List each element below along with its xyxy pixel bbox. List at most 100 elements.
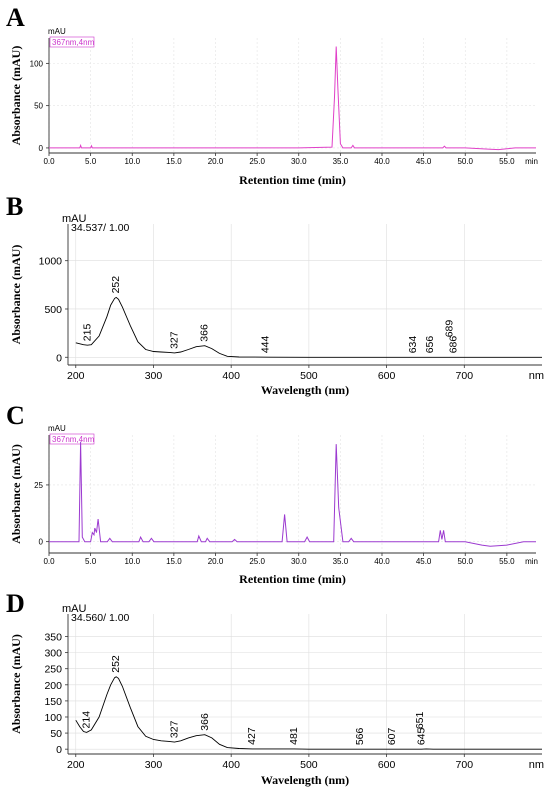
panel-c-x-tick-label: 5.0 xyxy=(85,557,97,566)
panel-d-y-tick-label: 150 xyxy=(44,696,62,708)
panel-b-y-unit: mAU xyxy=(62,213,87,225)
panel-d-y-tick-label: 250 xyxy=(44,664,62,676)
panel-b-peak-label: 252 xyxy=(110,276,122,294)
panel-c-badge-box xyxy=(49,433,95,445)
panel-a-x-tick-label: 30.0 xyxy=(291,157,307,166)
panel-d-x-unit: nm xyxy=(529,759,544,771)
panel-b-peak-label: 366 xyxy=(199,324,211,342)
panel-b-series-line xyxy=(75,296,542,358)
panel-b-x-tick-label: 600 xyxy=(378,370,396,382)
panel-b-x-tick-label: 500 xyxy=(300,370,318,382)
panel-c-x-tick-label: 50.0 xyxy=(457,557,473,566)
panel-d-y-tick-label: 100 xyxy=(44,712,62,724)
panel-d-peak-label: 651 xyxy=(414,711,426,729)
panel-a-x-unit: min xyxy=(525,157,538,166)
panel-a-x-tick-label: 15.0 xyxy=(166,157,182,166)
panel-c-y-unit: mAU xyxy=(48,424,66,433)
panel-a-y-axis-title: Absorbance (mAU) xyxy=(9,46,23,146)
panel-d-series-line xyxy=(75,676,542,750)
panel-b-peak-label: 686 xyxy=(447,336,459,354)
panel-c-x-tick-label: 45.0 xyxy=(416,557,432,566)
panel-d-y-tick-label: 50 xyxy=(50,728,62,740)
panel-d-letter: D xyxy=(6,589,25,618)
panel-c-x-tick-label: 35.0 xyxy=(333,557,349,566)
panel-b-peak-label: 215 xyxy=(81,324,93,342)
panel-b-x-axis-title: Wavelength (nm) xyxy=(261,383,349,397)
panel-a-x-tick-label: 5.0 xyxy=(85,157,97,166)
panel-d-peak-label: 252 xyxy=(110,655,122,673)
panel-b-peak-label: 656 xyxy=(424,336,436,354)
panel-d-y-tick-label: 0 xyxy=(56,744,62,756)
panel-a-x-axis-title: Retention time (min) xyxy=(239,173,346,187)
panel-c-badge: 367nm,4nm xyxy=(52,435,95,444)
panel-b-header: 34.537/ 1.00 xyxy=(71,222,130,234)
panel-b-peak-label: 327 xyxy=(168,331,180,349)
panel-c-y-tick-label: 25 xyxy=(34,481,43,490)
panel-c-x-tick-label: 15.0 xyxy=(166,557,182,566)
panel-d-y-tick-label: 350 xyxy=(44,632,62,644)
panel-a-series-line xyxy=(49,46,536,151)
panel-b-x-unit: nm xyxy=(529,370,544,382)
panel-b-y-tick-label: 500 xyxy=(44,304,62,316)
panel-b-x-tick-label: 200 xyxy=(67,370,85,382)
panel-a-x-tick-label: 0.0 xyxy=(43,157,55,166)
panel-d-x-tick-label: 600 xyxy=(378,759,396,771)
panel-d-peak-label: 327 xyxy=(168,720,180,738)
panel-a-x-tick-label: 35.0 xyxy=(333,157,349,166)
panel-c-letter: C xyxy=(6,401,25,430)
panel-c-x-tick-label: 25.0 xyxy=(249,557,265,566)
panel-d-y-tick-label: 200 xyxy=(44,680,62,692)
panel-b-peak-label: 444 xyxy=(259,335,271,353)
panel-b-peak-label: 634 xyxy=(407,336,419,354)
panel-d-x-tick-label: 300 xyxy=(145,759,163,771)
panel-b-peak-label: 689 xyxy=(444,320,456,338)
panel-d-peak-label: 645 xyxy=(416,727,428,745)
panel-d-peak-label: 214 xyxy=(81,711,93,729)
panel-c-x-axis-title: Retention time (min) xyxy=(239,572,346,586)
panel-b-x-tick-label: 400 xyxy=(222,370,240,382)
panel-a-x-tick-label: 50.0 xyxy=(457,157,473,166)
panel-b-x-tick-label: 300 xyxy=(145,370,163,382)
panel-d-peak-label: 366 xyxy=(199,713,211,731)
panel-c-x-tick-label: 40.0 xyxy=(374,557,390,566)
panel-a-y-tick-label: 50 xyxy=(34,102,43,111)
panel-d-y-unit: mAU xyxy=(62,603,87,615)
panel-a-badge-box xyxy=(49,36,95,48)
panel-d-x-axis-title: Wavelength (nm) xyxy=(261,773,349,787)
panel-a-x-tick-label: 45.0 xyxy=(416,157,432,166)
panel-c-x-tick-label: 20.0 xyxy=(208,557,224,566)
panel-c-x-tick-label: 0.0 xyxy=(43,557,55,566)
panel-a-x-tick-label: 25.0 xyxy=(249,157,265,166)
panel-d-x-tick-label: 700 xyxy=(456,759,474,771)
panel-d-peak-label: 427 xyxy=(246,727,258,745)
panel-a-letter: A xyxy=(6,3,25,32)
panel-c-x-unit: min xyxy=(525,557,538,566)
panel-a-y-tick-label: 100 xyxy=(30,59,44,68)
panel-c-y-tick-label: 0 xyxy=(39,538,44,547)
panel-a-x-tick-label: 55.0 xyxy=(499,157,515,166)
panel-c-y-axis-title: Absorbance (mAU) xyxy=(9,444,23,544)
panel-d-header: 34.560/ 1.00 xyxy=(71,612,130,624)
panel-d-peak-label: 566 xyxy=(354,727,366,745)
panel-b-y-tick-label: 1000 xyxy=(39,256,63,268)
panel-d-x-tick-label: 200 xyxy=(67,759,85,771)
panel-a-x-tick-label: 10.0 xyxy=(124,157,140,166)
panel-c-x-tick-label: 10.0 xyxy=(124,557,140,566)
panel-d-x-tick-label: 500 xyxy=(300,759,318,771)
panel-d-x-tick-label: 400 xyxy=(222,759,240,771)
panel-a-y-unit: mAU xyxy=(48,27,66,36)
panel-c-series-line xyxy=(49,441,536,547)
panel-b-letter: B xyxy=(6,192,23,221)
panel-b-y-tick-label: 0 xyxy=(56,352,62,364)
panel-b-x-tick-label: 700 xyxy=(456,370,474,382)
panel-c-x-tick-label: 55.0 xyxy=(499,557,515,566)
panel-b-y-axis-title: Absorbance (mAU) xyxy=(9,245,23,345)
panel-c-x-tick-label: 30.0 xyxy=(291,557,307,566)
panel-a-x-tick-label: 20.0 xyxy=(208,157,224,166)
panel-d-peak-label: 481 xyxy=(288,727,300,745)
panel-d-peak-label: 607 xyxy=(386,727,398,745)
panel-a-y-tick-label: 0 xyxy=(39,144,44,153)
panel-a-x-tick-label: 40.0 xyxy=(374,157,390,166)
panel-a-badge: 367nm,4nm xyxy=(52,38,95,47)
